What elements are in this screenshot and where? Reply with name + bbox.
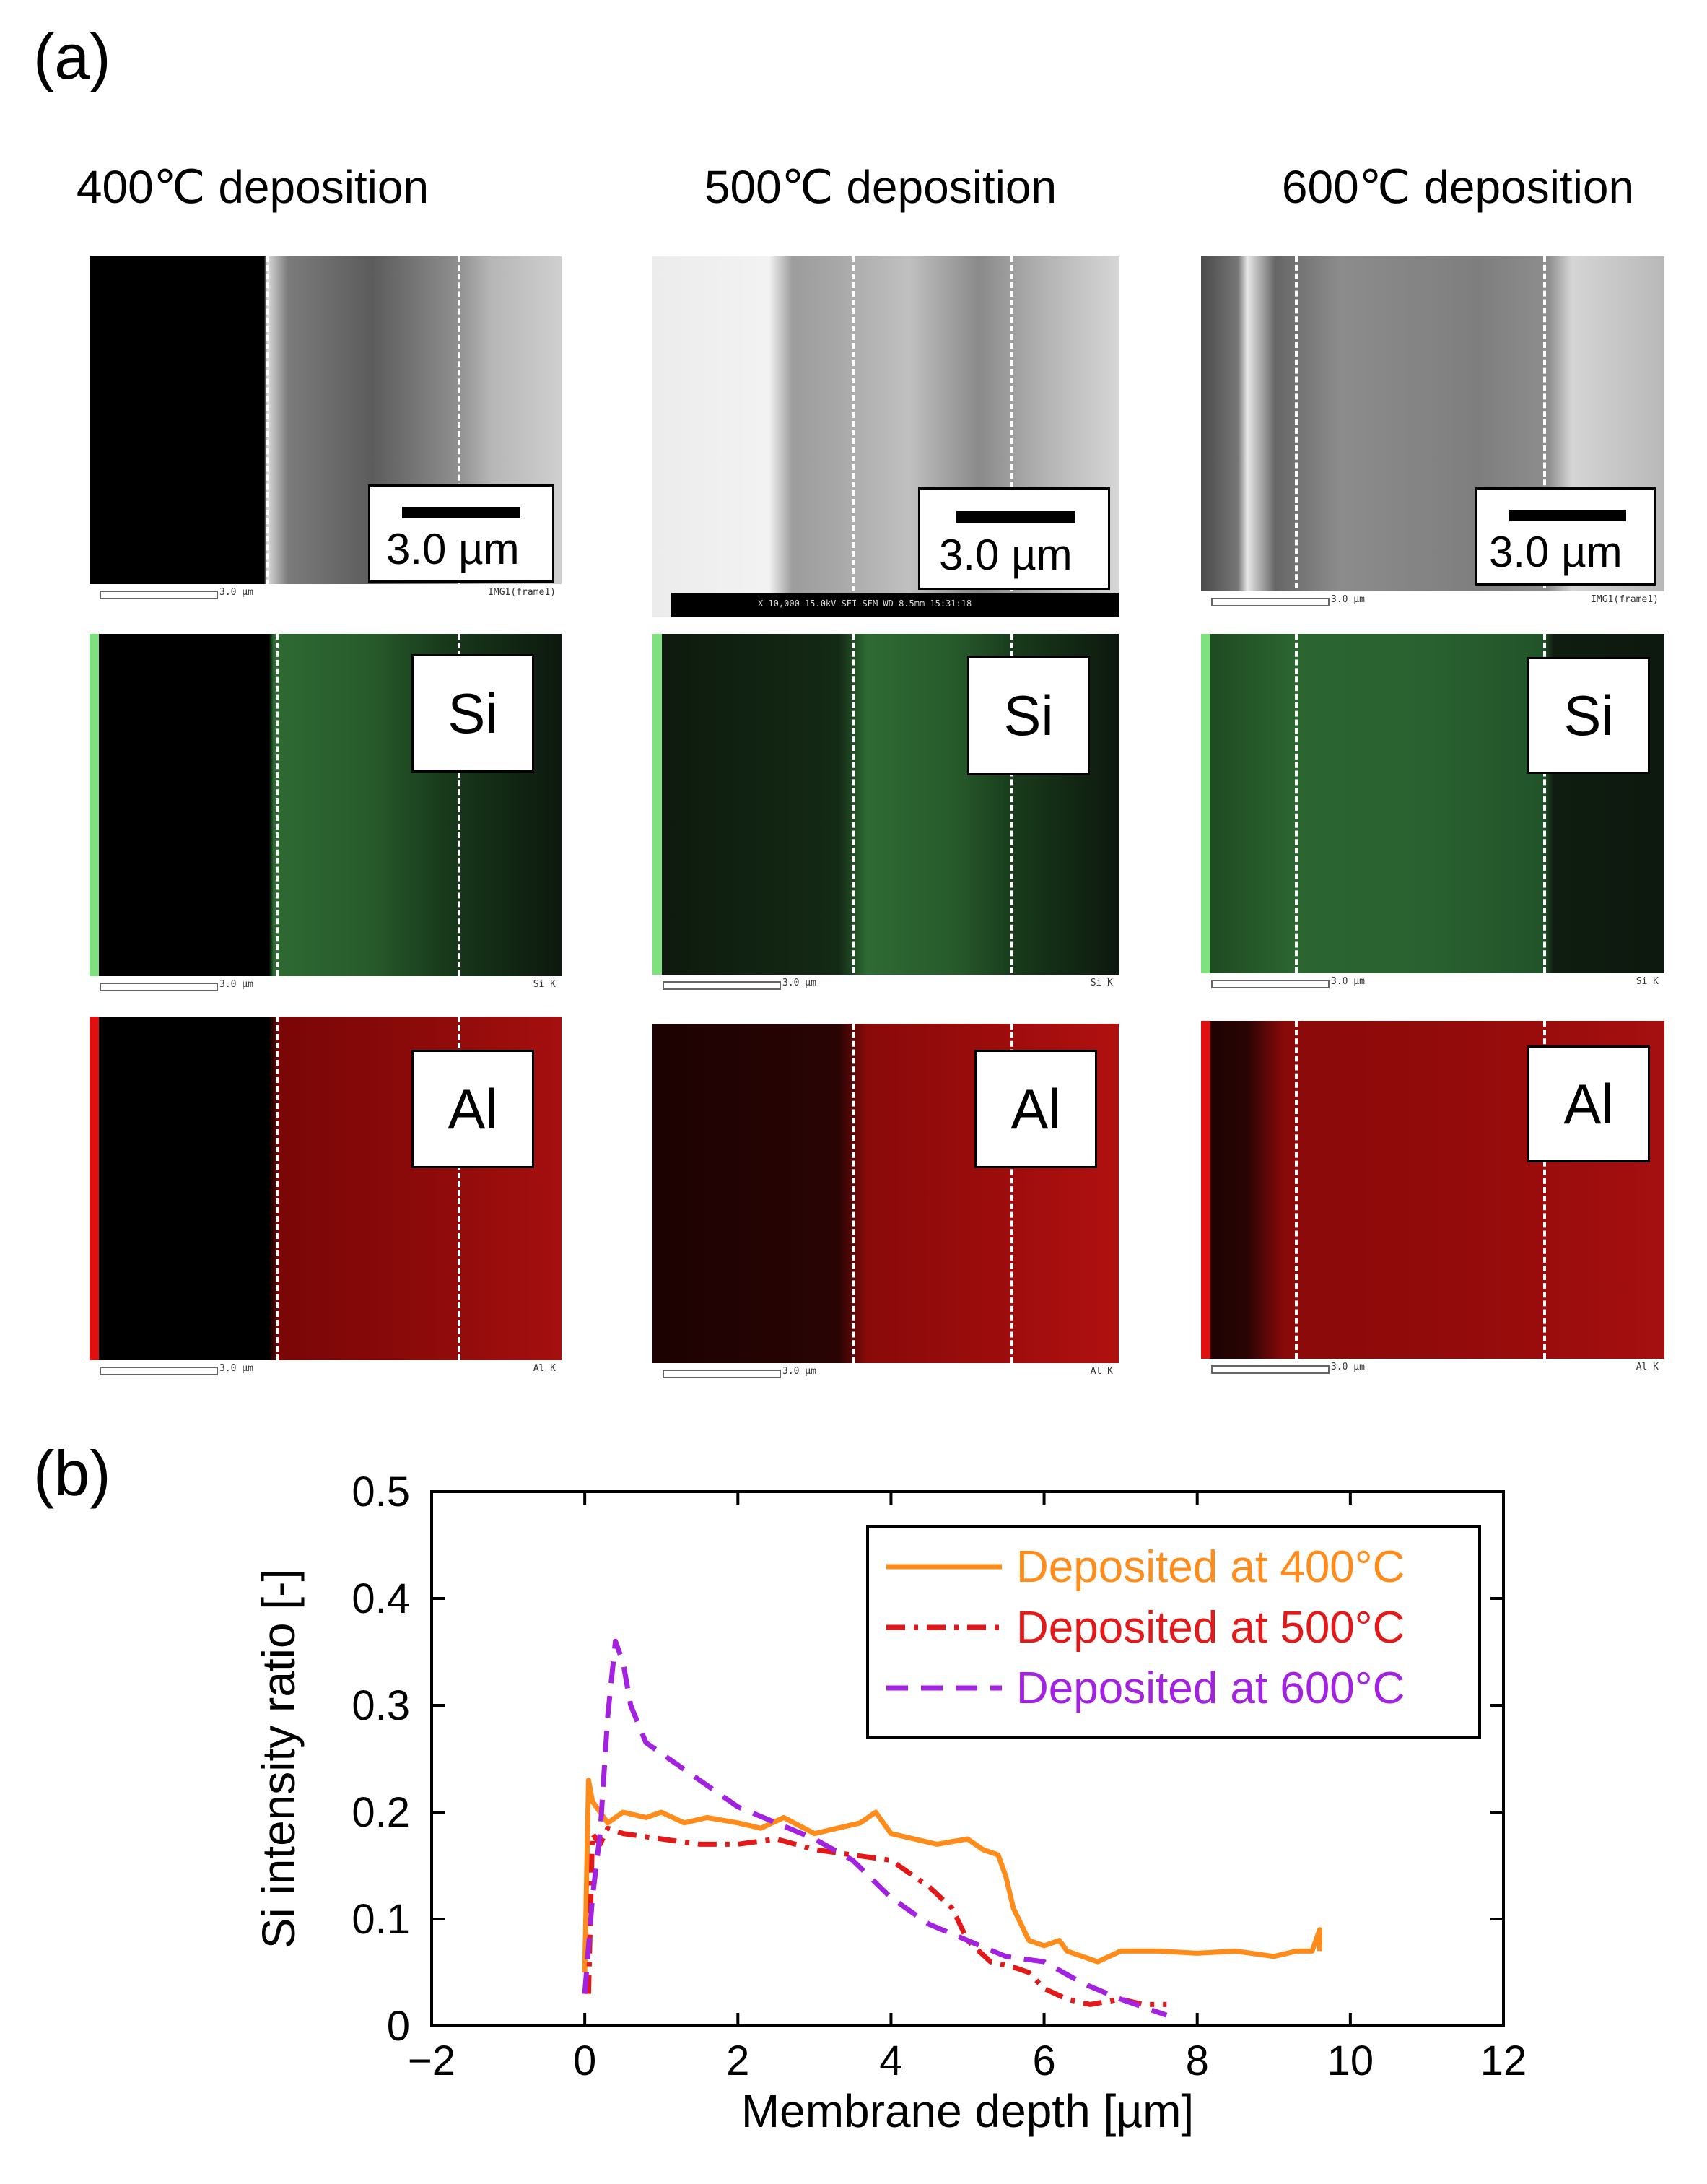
scale-bar-600: [1509, 510, 1626, 521]
scale-text-500: 3.0 µm: [939, 531, 1073, 579]
al-footer-500: 3.0 µm Al K: [652, 1363, 1119, 1382]
y-tick-label: 0.5: [352, 1469, 410, 1515]
sem-image-400: 3.0 µm 3.0 µm IMG1(frame1): [90, 256, 562, 603]
legend-swatch: [886, 1624, 1002, 1630]
sem-footer-400: 3.0 µm IMG1(frame1): [90, 584, 562, 603]
al-label-500: Al: [974, 1050, 1097, 1168]
scale-text-600: 3.0 µm: [1489, 528, 1623, 576]
y-tick-label: 0.1: [352, 1896, 410, 1943]
column-title-600: 600℃ deposition: [1281, 161, 1635, 213]
scale-text-400: 3.0 µm: [386, 525, 520, 573]
panel-a-label: (a): [33, 21, 111, 92]
series-line-0: [582, 1778, 1322, 1973]
x-tick-label: 0: [573, 2037, 596, 2084]
x-tick-label: −2: [408, 2037, 455, 2084]
x-tick-label: 6: [1032, 2037, 1055, 2084]
scale-box-500: 3.0 µm: [918, 487, 1110, 590]
si-footer-600: 3.0 µm Si K: [1201, 973, 1664, 992]
sem-image-500: 3.0 µm X 10,000 15.0kV SEI SEM WD 8.5mm …: [652, 256, 1119, 617]
legend-swatch: [886, 1564, 1002, 1570]
y-tick-label: 0.3: [352, 1682, 410, 1729]
legend-label: Deposited at 600°C: [1016, 1663, 1405, 1713]
x-tick-label: 4: [879, 2037, 902, 2084]
al-footer-600: 3.0 µm Al K: [1201, 1359, 1664, 1378]
x-tick-label: 12: [1480, 2037, 1527, 2084]
si-footer-500: 3.0 µm Si K: [652, 975, 1119, 993]
al-map-500: Al 3.0 µm Al K: [652, 1024, 1119, 1382]
scale-bar-500: [956, 511, 1075, 523]
column-title-500: 500℃ deposition: [704, 161, 1057, 213]
al-label-600: Al: [1527, 1045, 1650, 1162]
legend-entry: Deposited at 500°C: [886, 1598, 1405, 1656]
chart-legend: Deposited at 400°C Deposited at 500°C Depo…: [866, 1525, 1481, 1739]
legend-label: Deposited at 500°C: [1016, 1602, 1405, 1653]
al-map-400: Al 3.0 µm Al K: [90, 1017, 562, 1379]
si-footer-400: 3.0 µm Si K: [90, 976, 562, 995]
scale-bar-400: [402, 507, 520, 518]
si-map-500: Si 3.0 µm Si K: [652, 634, 1119, 993]
si-label-500: Si: [967, 656, 1090, 775]
x-tick-label: 8: [1186, 2037, 1209, 2084]
si-label-600: Si: [1527, 657, 1650, 774]
sem-footer-500: X 10,000 15.0kV SEI SEM WD 8.5mm 15:31:1…: [671, 593, 1119, 617]
panel-b-label: (b): [33, 1437, 111, 1509]
series-line-2: [582, 1638, 1168, 2018]
legend-label: Deposited at 400°C: [1016, 1541, 1405, 1592]
sem-footer-600: 3.0 µm IMG1(frame1): [1201, 591, 1664, 610]
scale-box-400: 3.0 µm: [368, 484, 554, 583]
si-map-600: Si 3.0 µm Si K: [1201, 634, 1664, 992]
sem-image-600: 3.0 µm 3.0 µm IMG1(frame1): [1201, 256, 1664, 610]
legend-entry: Deposited at 600°C: [886, 1659, 1405, 1717]
series-line-1: [585, 1825, 1167, 2007]
y-axis-label: Si intensity ratio [-]: [253, 1569, 305, 1949]
y-tick-label: 0.4: [352, 1575, 410, 1622]
plot-frame: [430, 1490, 1505, 2027]
x-tick-label: 10: [1327, 2037, 1374, 2084]
scale-box-600: 3.0 µm: [1475, 487, 1656, 586]
column-title-400: 400℃ deposition: [76, 161, 429, 213]
al-label-400: Al: [411, 1050, 534, 1168]
si-label-400: Si: [411, 654, 534, 773]
legend-entry: Deposited at 400°C: [886, 1538, 1405, 1596]
legend-swatch: [886, 1685, 1002, 1691]
si-map-400: Si 3.0 µm Si K: [90, 634, 562, 995]
x-tick-label: 2: [726, 2037, 749, 2084]
y-tick-label: 0.2: [352, 1789, 410, 1836]
al-footer-400: 3.0 µm Al K: [90, 1360, 562, 1379]
y-tick-label: 0: [387, 2003, 410, 2050]
al-map-600: Al 3.0 µm Al K: [1201, 1021, 1664, 1378]
x-axis-label: Membrane depth [µm]: [741, 2085, 1194, 2137]
